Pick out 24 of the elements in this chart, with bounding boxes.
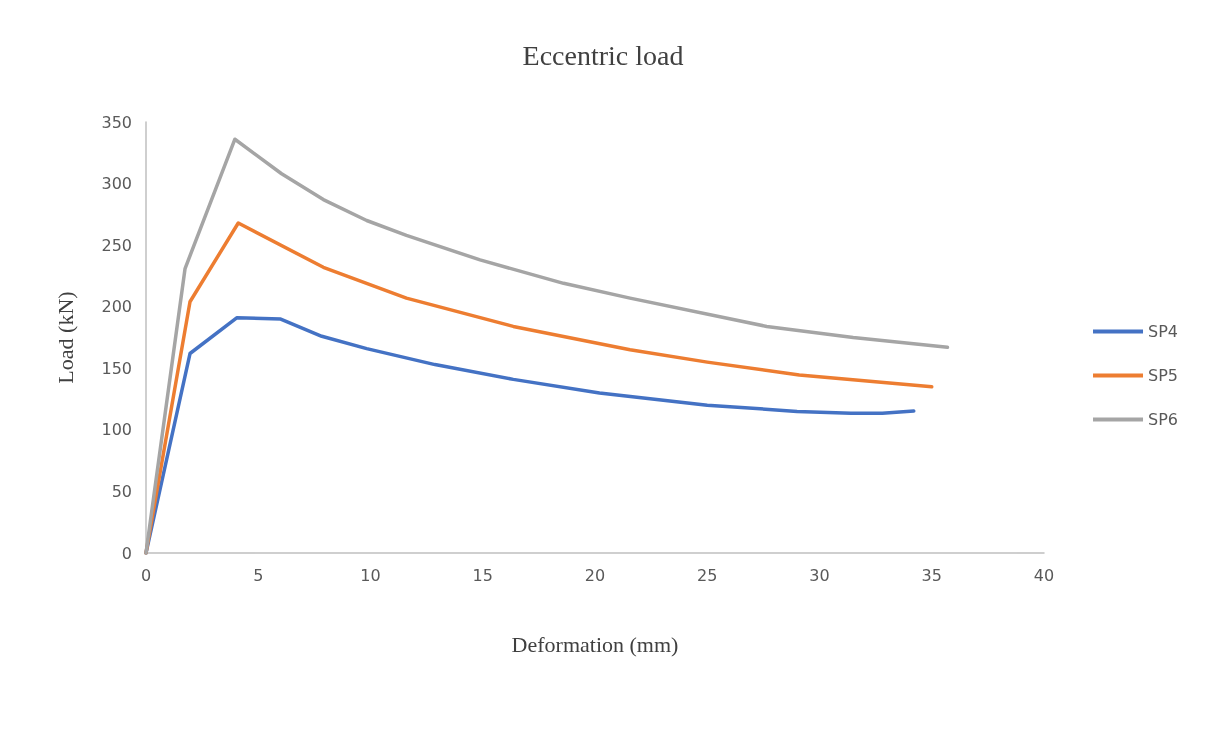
y-tick-label: 200: [101, 297, 132, 317]
chart-title: Eccentric load: [522, 39, 684, 71]
x-tick-label: 5: [253, 565, 264, 585]
legend-label: SP5: [1148, 366, 1178, 385]
y-tick-label: 50: [111, 481, 132, 501]
y-tick-label: 100: [101, 420, 132, 440]
y-tick-label: 350: [101, 112, 132, 132]
y-tick-label: 300: [101, 174, 132, 194]
x-tick-label: 30: [809, 565, 830, 585]
line-series: [144, 137, 950, 555]
x-tick-label: 0: [140, 565, 152, 585]
legend-label: SP4: [1148, 322, 1178, 341]
y-axis-title: Load (kN): [52, 291, 78, 384]
x-tick-label: 10: [360, 565, 381, 585]
y-tick-label: 150: [101, 358, 132, 378]
y-tick-label: 0: [121, 543, 132, 563]
x-tick-label: 15: [472, 565, 493, 585]
x-tick-label: 25: [697, 565, 718, 585]
legend-label: SP6: [1148, 410, 1178, 429]
x-tick-label: 35: [921, 565, 942, 585]
x-tick-label: 40: [1033, 565, 1055, 585]
x-tick-label: 20: [584, 565, 606, 585]
x-axis-title: Deformation (mm): [511, 631, 679, 657]
y-tick-label: 250: [101, 235, 132, 255]
